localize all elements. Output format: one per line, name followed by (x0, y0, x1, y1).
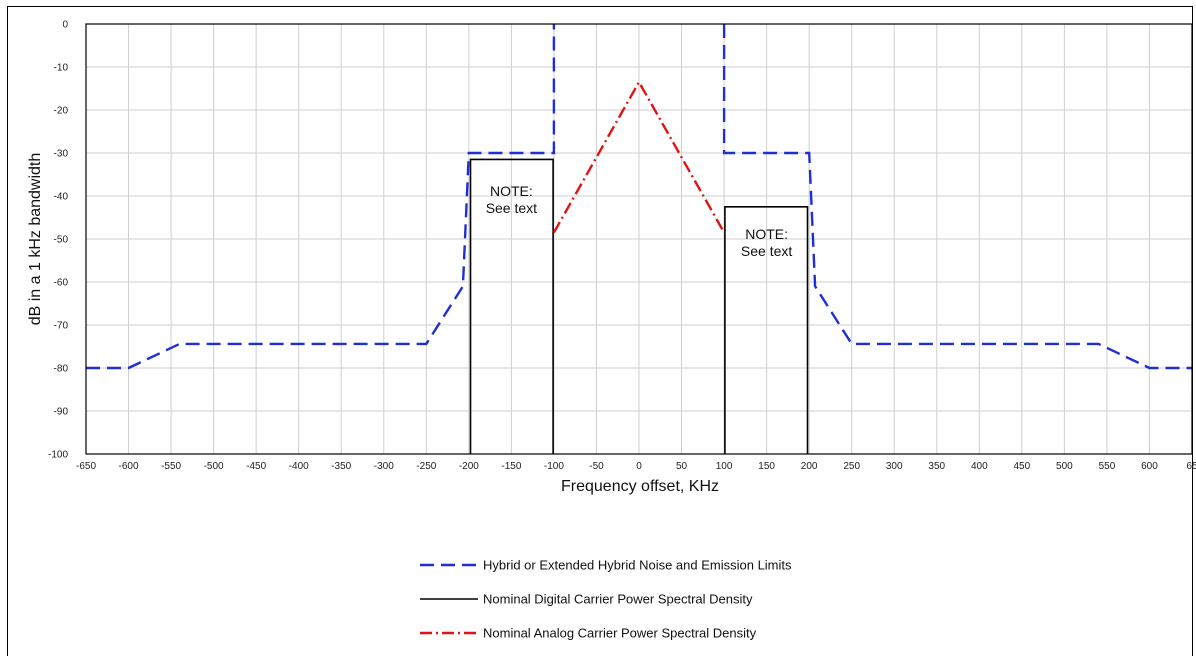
series-lines (86, 24, 1192, 454)
x-tick-labels: -650 -600 -550 -500 -450 -400 -350 -300 -250 -200… (76, 461, 1196, 472)
x-tick-label: -650 (76, 461, 96, 472)
series-line-2 (722, 24, 1192, 370)
x-tick-label: 50 (676, 461, 688, 472)
x-tick-label: -550 (161, 461, 181, 472)
y-tick-label: -100 (48, 450, 68, 461)
x-tick-label: -400 (289, 461, 309, 472)
y-tick-label: -20 (54, 106, 69, 117)
y-tick-labels: 0 -10 -20 -30 -40 -50 -60 -70 -80 -90 -100 (48, 20, 68, 461)
series-line-1 (86, 24, 556, 370)
note-text: NOTE: (490, 183, 533, 199)
x-tick-label: -350 (331, 461, 351, 472)
x-tick-label: -450 (246, 461, 266, 472)
x-tick-label: 150 (758, 461, 775, 472)
x-tick-label: 500 (1056, 461, 1073, 472)
series-line-3 (469, 158, 554, 454)
plot-area-border (85, 23, 1193, 455)
x-tick-label: -250 (416, 461, 436, 472)
series-line-5 (552, 79, 726, 234)
chart-frame (7, 6, 1193, 656)
note-text: See text (741, 243, 792, 259)
y-tick-label: -10 (54, 63, 69, 74)
grid (86, 24, 1192, 454)
x-tick-label: 450 (1014, 461, 1031, 472)
y-tick-label: -60 (54, 278, 69, 289)
x-tick-label: 200 (801, 461, 818, 472)
y-tick-label: -30 (54, 149, 69, 160)
x-tick-label: 350 (928, 461, 945, 472)
legend-label: Nominal Analog Carrier Power Spectral De… (483, 626, 757, 641)
x-tick-label: -150 (501, 461, 521, 472)
x-tick-label: 400 (971, 461, 988, 472)
legend-label: Hybrid or Extended Hybrid Noise and Emis… (483, 558, 792, 573)
y-axis-label: dB in a 1 kHz bandwidth (27, 153, 44, 326)
x-tick-label: 550 (1099, 461, 1116, 472)
note-text: NOTE: (745, 226, 788, 242)
x-tick-label: -500 (204, 461, 224, 472)
y-tick-label: -80 (54, 364, 69, 375)
x-tick-label: 300 (886, 461, 903, 472)
x-tick-label: 0 (636, 461, 642, 472)
x-axis-label: Frequency offset, KHz (561, 478, 719, 495)
x-tick-label: 65 (1186, 461, 1196, 472)
x-tick-label: -50 (589, 461, 604, 472)
legend: Hybrid or Extended Hybrid Noise and Emis… (420, 558, 792, 641)
x-tick-label: -200 (459, 461, 479, 472)
note-text: See text (486, 200, 537, 216)
x-tick-label: 600 (1141, 461, 1158, 472)
x-tick-label: -100 (544, 461, 564, 472)
x-tick-label: 100 (716, 461, 733, 472)
y-tick-label: 0 (62, 20, 68, 31)
series-line-4 (724, 206, 809, 454)
y-tick-label: -70 (54, 321, 69, 332)
y-tick-label: -50 (54, 235, 69, 246)
y-tick-label: -40 (54, 192, 69, 203)
y-tick-label: -90 (54, 407, 69, 418)
legend-label: Nominal Digital Carrier Power Spectral D… (483, 592, 753, 607)
x-tick-label: -300 (374, 461, 394, 472)
x-tick-label: 250 (843, 461, 860, 472)
x-tick-label: -600 (119, 461, 139, 472)
